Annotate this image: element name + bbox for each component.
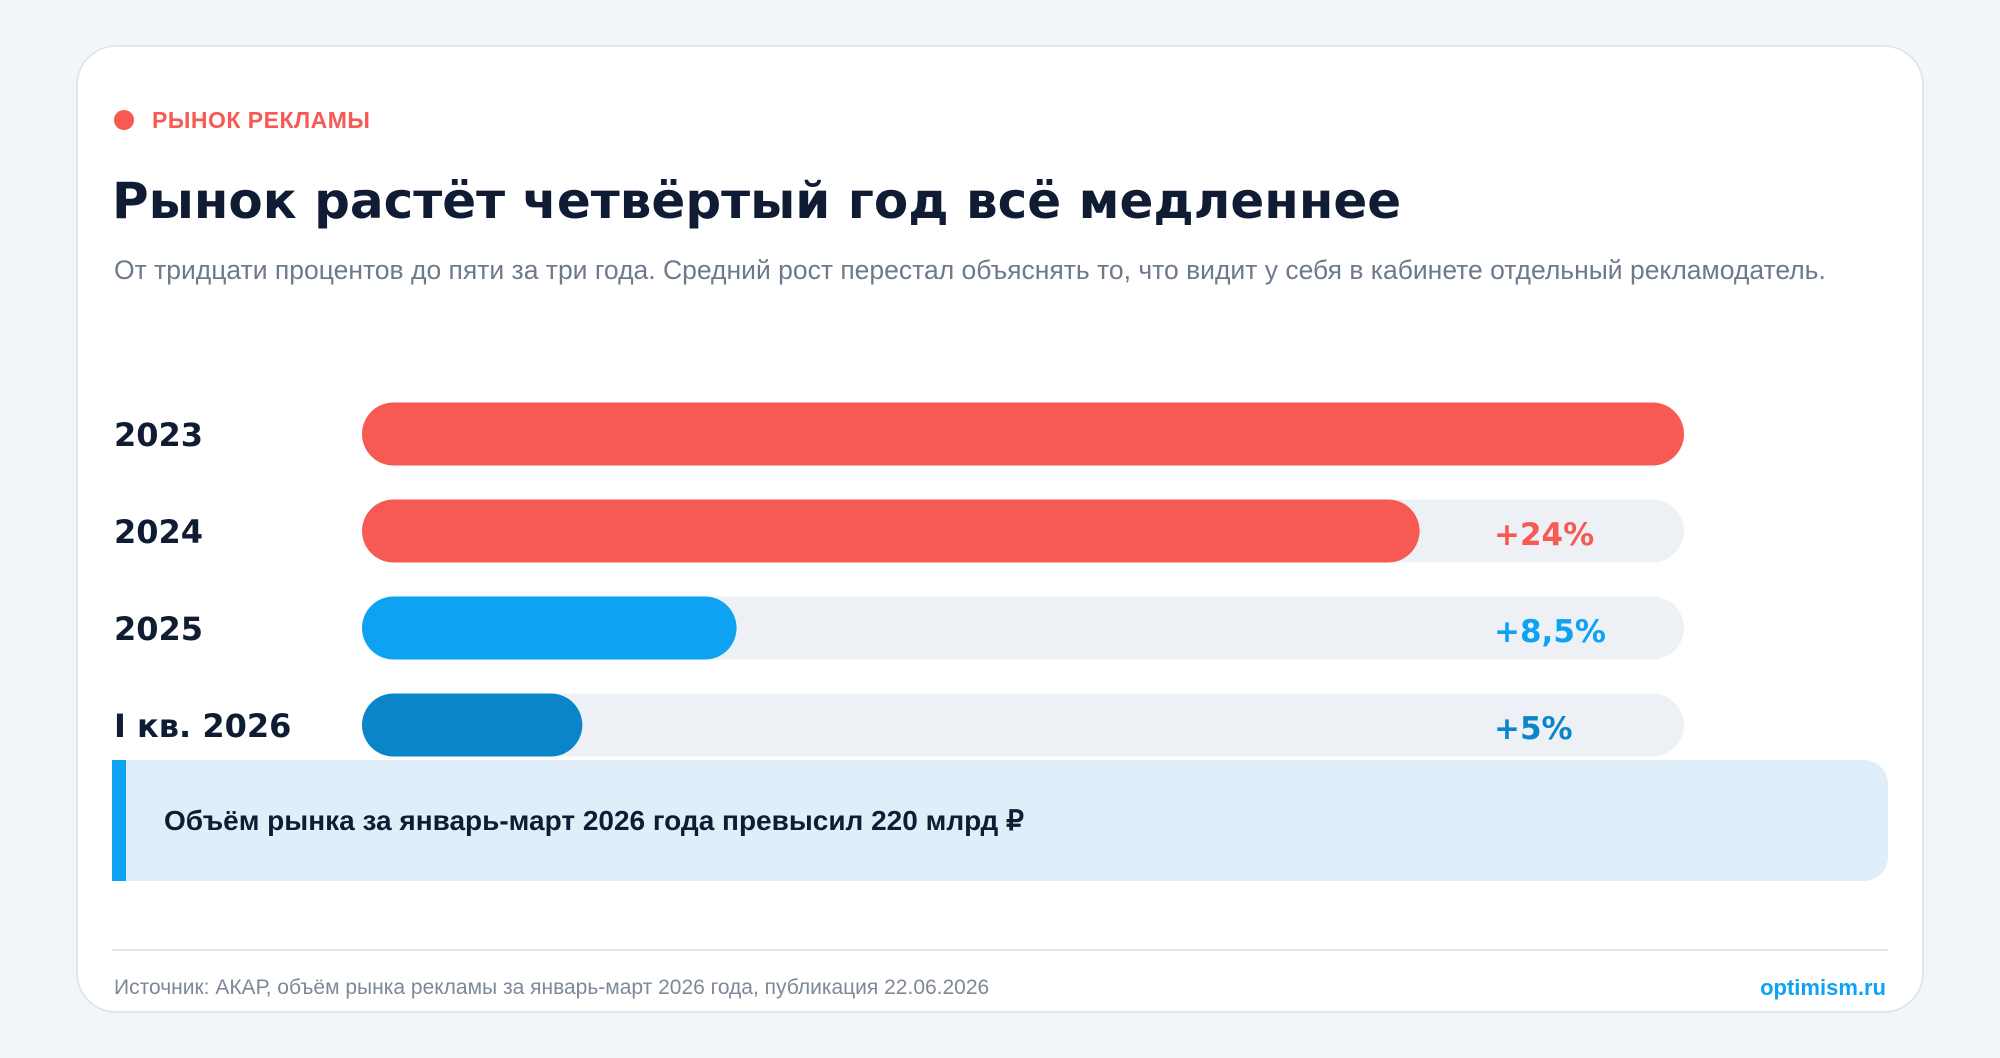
chart-svg: 2023 +30% 2024 +24% 2025 +8,5% I кв. 2026 +5% <box>114 402 1684 757</box>
bar-row: I кв. 2026 +5% <box>114 693 1684 757</box>
growth-bar-chart: 2023 +30% 2024 +24% 2025 +8,5% I кв. 2026 +5% <box>112 353 1684 769</box>
bar <box>362 499 1420 563</box>
callout-text: Объём рынка за январь-март 2026 года пре… <box>164 805 1024 836</box>
value-label: +24% <box>1494 517 1594 553</box>
bar-track <box>362 693 1684 757</box>
value-label: +5% <box>1494 711 1573 747</box>
category-label: 2023 <box>114 416 203 454</box>
bar <box>362 402 1684 466</box>
footer-divider <box>112 949 1888 951</box>
category-tag: РЫНОК РЕКЛАМЫ <box>114 103 370 137</box>
infographic-card: РЫНОК РЕКЛАМЫ Рынок растёт четвёртый год… <box>76 45 1924 1013</box>
callout-box: Объём рынка за январь-март 2026 года пре… <box>112 760 1888 881</box>
site-link[interactable]: optimism.ru <box>1760 975 1886 1000</box>
bar <box>362 693 583 757</box>
value-label: +30% <box>1494 420 1594 456</box>
category-label: I кв. 2026 <box>114 707 291 745</box>
category-label: 2024 <box>114 513 203 551</box>
category-label: 2025 <box>114 610 203 648</box>
bar-row: 2023 +30% <box>114 402 1684 466</box>
source-note: Источник: АКАР, объём рынка рекламы за я… <box>114 976 990 999</box>
bar <box>362 596 737 660</box>
red-dot-icon <box>114 110 134 130</box>
page-subtitle: От тридцати процентов до пяти за три год… <box>114 255 1826 285</box>
bar-row: 2024 +24% <box>114 499 1684 563</box>
page-title: Рынок растёт четвёртый год всё медленнее <box>112 172 1402 230</box>
category-label: РЫНОК РЕКЛАМЫ <box>152 106 371 133</box>
bar-row: 2025 +8,5% <box>114 596 1684 660</box>
value-label: +8,5% <box>1494 614 1606 650</box>
